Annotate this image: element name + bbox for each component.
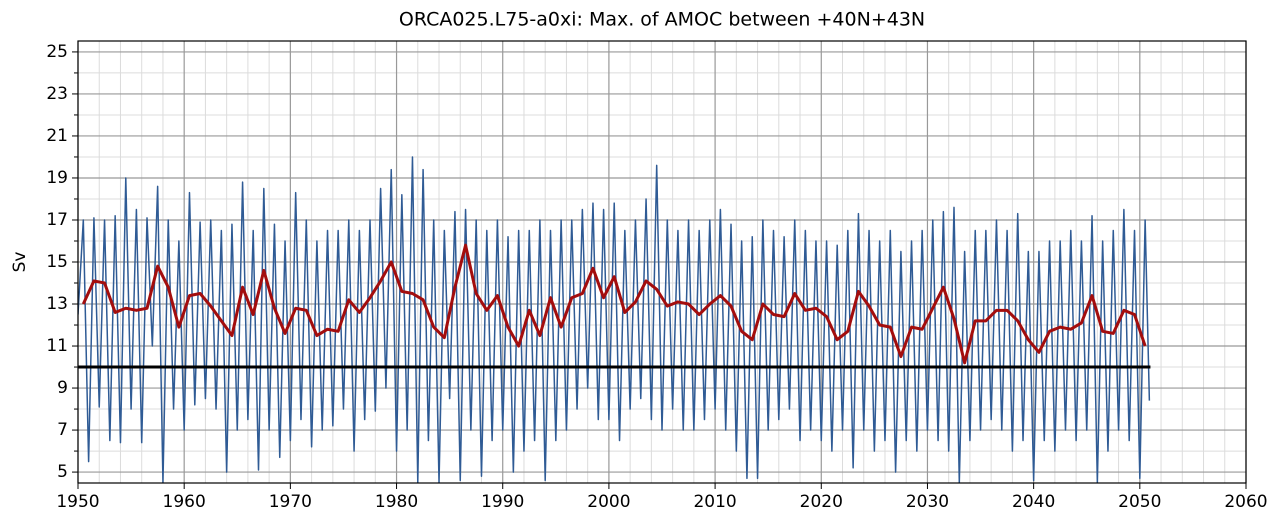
y-tick-label: 7 (57, 420, 68, 440)
x-tick-label: 2000 (587, 492, 630, 512)
y-tick-label: 11 (46, 336, 68, 356)
x-tick-label: 1970 (269, 492, 312, 512)
y-tick-label: 19 (46, 168, 68, 188)
y-tick-label: 21 (46, 126, 68, 146)
x-tick-label: 2030 (906, 492, 949, 512)
plot-frame (77, 40, 1247, 484)
x-tick-label: 2060 (1224, 492, 1267, 512)
x-tick-label: 2040 (1012, 492, 1055, 512)
series-line (78, 156, 1151, 483)
y-tick-label: 23 (46, 84, 68, 104)
x-tick-label: 1950 (56, 492, 99, 512)
x-tick-label: 2020 (800, 492, 843, 512)
y-tick-label: 5 (57, 462, 68, 482)
series-line (81, 243, 1147, 365)
y-axis-label: Sv (10, 252, 30, 273)
x-tick-label: 1980 (375, 492, 418, 512)
chart-title: ORCA025.L75-a0xi: Max. of AMOC between +… (399, 9, 925, 31)
y-tick-label: 15 (46, 252, 68, 272)
y-tick-label: 17 (46, 210, 68, 230)
y-tick-label: 25 (46, 42, 68, 62)
x-tick-label: 1990 (481, 492, 524, 512)
y-tick-label: 9 (57, 378, 68, 398)
x-tick-label: 1960 (163, 492, 206, 512)
x-tick-label: 2010 (693, 492, 736, 512)
x-tick-label: 2050 (1118, 492, 1161, 512)
y-tick-label: 13 (46, 294, 68, 314)
